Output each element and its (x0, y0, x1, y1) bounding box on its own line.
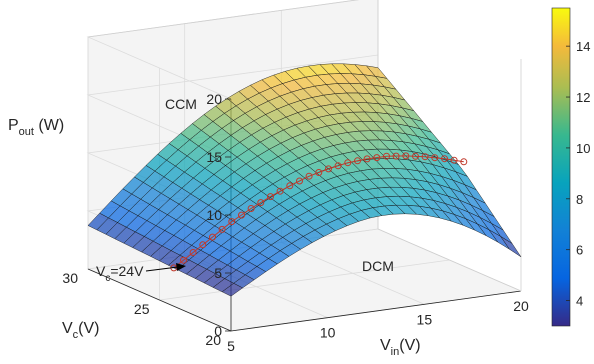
boundary-marker (296, 177, 303, 185)
z-axis-label-sub: out (19, 126, 34, 138)
colorbar-tick-label: 12 (576, 90, 590, 105)
boundary-marker (373, 154, 381, 162)
annotation-rest: =24V (110, 263, 144, 279)
y-axis-label: Vc(V) (62, 320, 100, 341)
boundary-marker (392, 152, 400, 160)
x-tick-label: 5 (227, 338, 235, 354)
boundary-marker (421, 153, 429, 161)
z-axis-label-unit: (W) (34, 117, 64, 134)
colorbar-tick-label: 4 (576, 294, 583, 309)
y-axis-label-main: V (62, 320, 73, 337)
boundary-marker (209, 233, 216, 241)
y-axis-label-unit: (V) (78, 320, 99, 337)
y-tick-label: 20 (205, 332, 221, 348)
boundary-marker (189, 249, 197, 256)
z-axis-label-main: P (8, 117, 19, 134)
x-axis-label-main: V (380, 337, 391, 354)
region-label-ccm: CCM (165, 96, 197, 112)
y-axis-line (87, 268, 232, 332)
surface-patch (500, 236, 522, 258)
x-tick-label: 15 (417, 311, 433, 327)
boundary-marker (354, 157, 361, 165)
boundary-line-path (173, 155, 464, 269)
x-tick-label: 20 (513, 298, 529, 314)
boundary-marker (412, 152, 419, 160)
surface-patch (221, 283, 244, 297)
boundary-marker (431, 154, 439, 162)
boundary-marker (315, 169, 323, 176)
boundary-marker (199, 241, 207, 249)
boundary-marker (257, 199, 265, 207)
y-axis-label-sub: c (73, 329, 79, 341)
boundary-marker (276, 187, 284, 195)
y-tick-label: 25 (134, 301, 150, 317)
annotation-arrow-line (145, 266, 179, 272)
colorbar-tick-label: 14 (576, 39, 590, 54)
boundary-marker (402, 152, 410, 160)
boundary-marker (267, 193, 274, 201)
colorbar-tick-label: 6 (576, 243, 583, 258)
annotation-main: V (96, 263, 106, 279)
boundary-marker (383, 152, 390, 160)
boundary-marker (363, 155, 371, 163)
boundary-marker (334, 162, 342, 170)
z-axis-label: Pout (W) (8, 117, 64, 138)
boundary-marker (460, 158, 468, 166)
z-tick-label: 10 (206, 207, 222, 223)
boundary-marker (305, 172, 313, 180)
region-label-dcm: DCM (362, 258, 394, 274)
boundary-marker (325, 165, 332, 173)
z-tick-label: 0 (214, 323, 222, 339)
boundary-marker (247, 205, 255, 212)
z-tick-label: 20 (206, 91, 222, 107)
colorbar (551, 7, 571, 327)
boundary-annotation: Vc=24V (96, 263, 144, 284)
colorbar-tick-label: 8 (576, 192, 583, 207)
colorbar-ticks: 4 6 8 10 12 14 (566, 39, 590, 309)
y-tick-label: 30 (62, 270, 78, 286)
x-axis-label-sub: in (391, 346, 400, 358)
boundary-marker (238, 211, 245, 219)
z-tick-label: 5 (214, 265, 222, 281)
colorbar-tick-label: 10 (576, 141, 590, 156)
x-axis-line (230, 290, 522, 332)
z-tick-label: 15 (206, 149, 222, 165)
x-tick-label: 10 (320, 325, 336, 341)
annotation-sub: c (105, 273, 110, 284)
boundary-marker (218, 225, 226, 233)
boundary-marker (180, 256, 187, 264)
boundary-line (170, 152, 468, 272)
x-axis-label-unit: (V) (399, 337, 420, 354)
annotation-arrow-head (176, 263, 186, 271)
boundary-marker (344, 159, 352, 167)
boundary-marker (228, 218, 236, 226)
x-axis-label: Vin(V) (380, 337, 421, 358)
boundary-marker (286, 182, 294, 190)
boundary-marker (450, 156, 458, 164)
boundary-marker (441, 155, 448, 163)
